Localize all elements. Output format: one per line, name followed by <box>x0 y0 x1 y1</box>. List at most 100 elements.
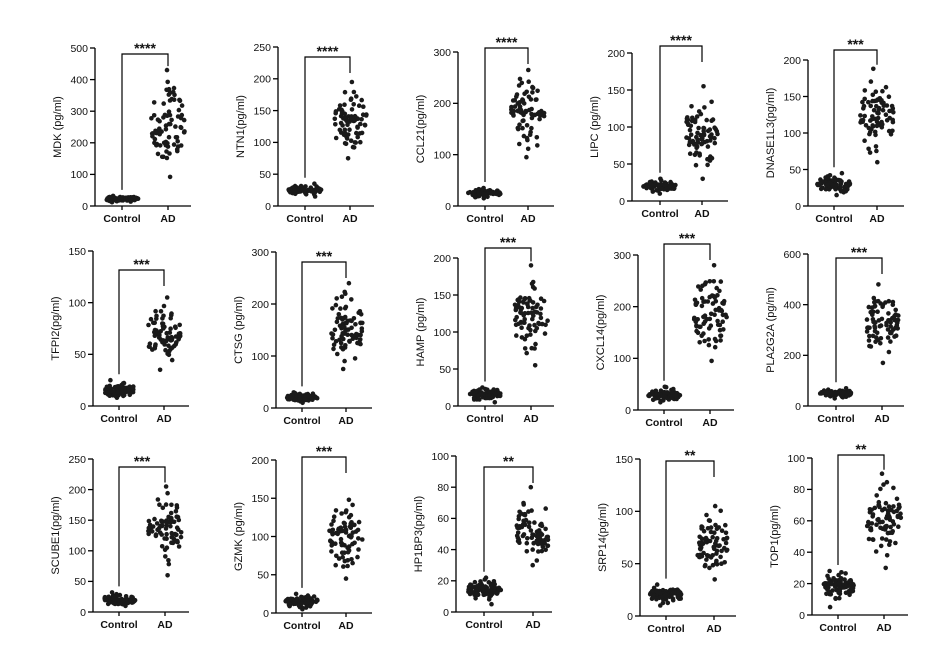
data-point <box>699 333 704 339</box>
data-point <box>340 554 346 560</box>
data-point <box>878 525 883 531</box>
data-point <box>709 293 715 298</box>
panel-ctsg: 0 100 200 300 Control AD CTSG (pg/ml) *** <box>233 247 372 427</box>
data-point <box>112 597 118 602</box>
y-tick-label: 0 <box>627 611 633 623</box>
y-tick-label: 40 <box>793 547 805 559</box>
data-point <box>104 197 110 202</box>
data-point <box>342 358 347 364</box>
data-point <box>363 113 369 118</box>
data-point <box>692 152 698 158</box>
data-point <box>879 536 885 541</box>
y-axis-label: CTSG (pg/ml) <box>233 296 245 364</box>
data-point <box>874 148 879 154</box>
data-point <box>820 179 826 184</box>
data-point <box>870 114 875 119</box>
y-tick-label: 200 <box>783 350 801 362</box>
data-point <box>153 342 158 347</box>
data-point <box>713 299 719 304</box>
data-point <box>478 579 483 584</box>
data-point <box>487 393 492 399</box>
y-axis-label: NTN1(pg/ml) <box>235 95 247 158</box>
data-point <box>152 327 158 333</box>
data-point <box>538 296 544 302</box>
data-point <box>168 315 173 321</box>
data-point <box>894 496 900 502</box>
data-point <box>521 500 526 506</box>
data-point <box>697 340 702 345</box>
data-point <box>867 333 872 339</box>
y-tick-label: 250 <box>253 42 271 54</box>
data-point <box>163 554 168 559</box>
data-point <box>339 511 344 516</box>
data-point <box>305 188 311 193</box>
data-point <box>703 538 708 544</box>
data-point <box>517 76 523 82</box>
data-point <box>710 117 716 122</box>
data-point <box>713 522 718 528</box>
data-point <box>513 307 519 313</box>
data-point <box>519 80 525 86</box>
data-point <box>155 497 161 502</box>
data-point <box>699 536 705 541</box>
data-point <box>350 336 356 342</box>
data-point <box>533 328 538 334</box>
y-tick-label: 250 <box>68 454 86 466</box>
data-point <box>844 393 849 399</box>
data-point <box>514 314 519 320</box>
data-point <box>469 583 474 589</box>
significance-label: *** <box>847 36 864 52</box>
data-point <box>352 356 358 361</box>
data-point <box>675 594 681 600</box>
data-point <box>870 537 876 542</box>
data-point <box>844 584 849 589</box>
data-point <box>889 103 895 109</box>
data-point <box>862 96 867 102</box>
data-point <box>839 570 844 575</box>
data-point <box>895 514 901 520</box>
data-point <box>860 99 865 105</box>
significance-bracket <box>833 49 878 168</box>
data-point <box>714 562 720 567</box>
data-point <box>346 548 352 553</box>
data-point <box>832 186 838 191</box>
data-point <box>707 127 713 132</box>
x-tick-label: Control <box>466 213 503 225</box>
data-point <box>343 343 348 348</box>
data-point <box>674 396 679 402</box>
data-point <box>536 321 542 327</box>
data-point <box>534 135 540 140</box>
significance-label: ** <box>503 453 514 469</box>
data-point <box>647 592 653 597</box>
data-point <box>721 298 727 304</box>
data-point <box>830 588 835 593</box>
data-point <box>529 125 534 131</box>
data-point <box>515 530 521 535</box>
data-point <box>709 155 715 161</box>
y-tick-label: 100 <box>253 137 271 149</box>
data-point <box>171 89 176 95</box>
data-point <box>147 341 153 347</box>
y-tick-label: 200 <box>253 74 271 86</box>
data-point <box>489 601 494 607</box>
data-point <box>530 300 536 305</box>
data-point <box>697 552 703 558</box>
data-point <box>356 341 361 346</box>
data-point <box>662 592 668 597</box>
data-point <box>343 304 349 310</box>
y-axis-label: MDK (pg/ml) <box>52 96 64 158</box>
data-point <box>872 129 878 135</box>
data-point <box>166 134 172 140</box>
data-point <box>871 107 877 113</box>
data-point <box>883 112 889 117</box>
data-point <box>720 319 725 325</box>
data-point <box>343 509 349 515</box>
data-point <box>471 390 477 396</box>
group-ad <box>864 282 901 366</box>
data-point <box>532 309 538 315</box>
y-tick-label: 20 <box>793 578 805 590</box>
x-tick-label: AD <box>869 213 885 225</box>
data-point <box>685 121 691 126</box>
data-point <box>161 338 166 343</box>
data-point <box>539 548 545 554</box>
